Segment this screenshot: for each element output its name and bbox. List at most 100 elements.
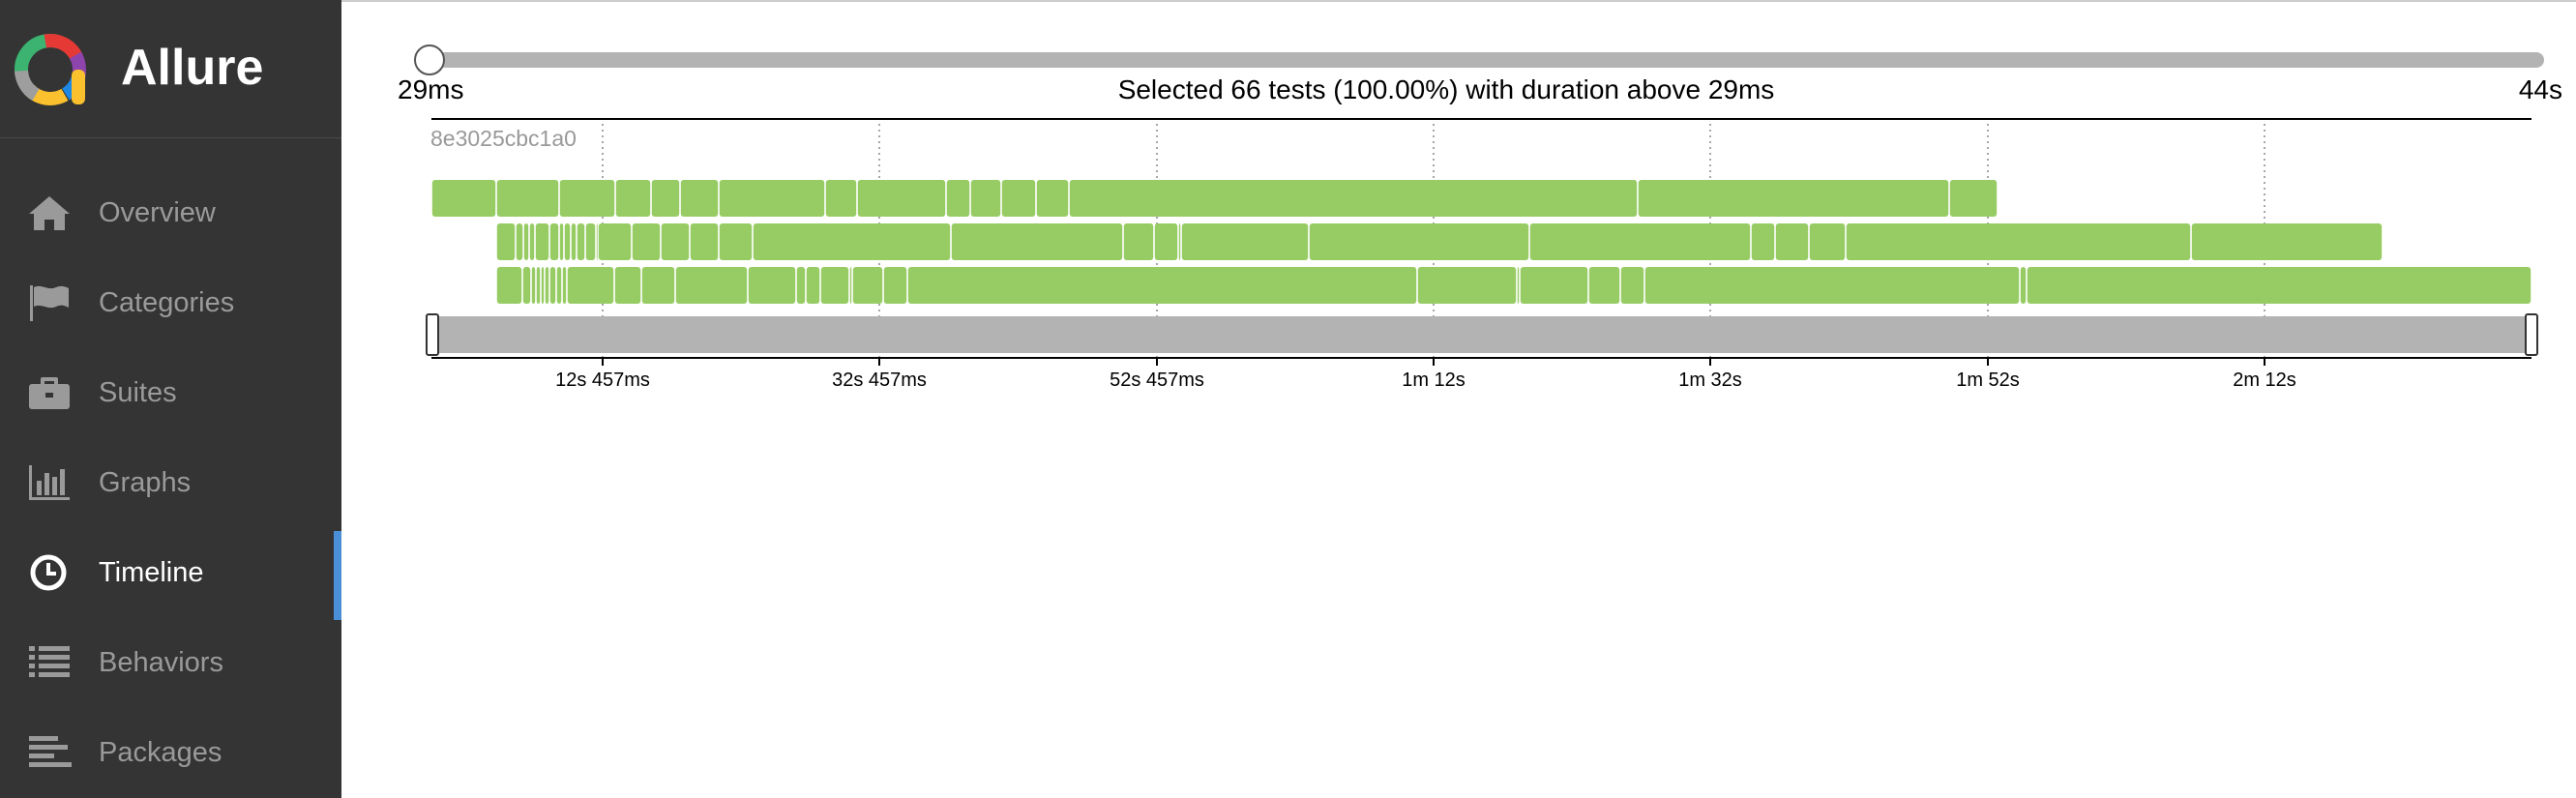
test-bar[interactable] — [719, 180, 825, 217]
range-brush[interactable] — [431, 316, 2532, 353]
test-bar[interactable] — [632, 223, 661, 260]
test-bar[interactable] — [571, 223, 577, 260]
test-bar[interactable] — [529, 223, 535, 260]
test-bar[interactable] — [857, 180, 946, 217]
test-bar[interactable] — [2027, 267, 2532, 304]
test-bar[interactable] — [549, 267, 556, 304]
test-bar[interactable] — [690, 223, 719, 260]
tick-label: 12s 457ms — [555, 369, 650, 391]
test-bar[interactable] — [1036, 180, 1069, 217]
sidebar-item-behaviors[interactable]: Behaviors — [0, 621, 341, 704]
home-icon — [29, 196, 70, 230]
test-bar[interactable] — [675, 267, 748, 304]
brand[interactable]: Allure — [0, 0, 341, 138]
test-bar[interactable] — [651, 180, 680, 217]
test-bar[interactable] — [559, 223, 564, 260]
sidebar-item-label: Timeline — [99, 557, 204, 588]
test-bar[interactable] — [753, 223, 951, 260]
test-bar[interactable] — [585, 223, 596, 260]
bar-chart-icon — [29, 465, 70, 500]
sidebar-item-timeline[interactable]: Timeline — [0, 531, 341, 620]
test-bar[interactable] — [1520, 267, 1588, 304]
test-bar[interactable] — [1529, 223, 1751, 260]
test-bar[interactable] — [661, 223, 690, 260]
briefcase-icon — [29, 377, 70, 409]
test-bar[interactable] — [567, 267, 614, 304]
sidebar-item-packages[interactable]: Packages — [0, 711, 341, 794]
test-bar[interactable] — [1417, 267, 1517, 304]
test-bar[interactable] — [883, 267, 907, 304]
test-bar[interactable] — [1775, 223, 1809, 260]
selection-summary: Selected 66 tests (100.00%) with duratio… — [1117, 74, 1775, 104]
test-bar[interactable] — [1644, 267, 2020, 304]
test-bar[interactable] — [796, 267, 806, 304]
test-bar[interactable] — [1588, 267, 1620, 304]
brush-right-handle[interactable] — [2525, 313, 2538, 356]
test-bar[interactable] — [719, 223, 753, 260]
test-bar[interactable] — [907, 267, 1417, 304]
sidebar-item-categories[interactable]: Categories — [0, 261, 341, 344]
test-bar[interactable] — [1751, 223, 1775, 260]
test-bar[interactable] — [946, 180, 970, 217]
test-bar[interactable] — [970, 180, 1001, 217]
test-bar[interactable] — [535, 223, 549, 260]
test-bar[interactable] — [1178, 223, 1181, 260]
test-bar[interactable] — [615, 180, 651, 217]
sidebar-item-overview[interactable]: Overview — [0, 171, 341, 254]
test-bar[interactable] — [849, 267, 852, 304]
sidebar: Allure Overview Categories Suites — [0, 0, 341, 798]
test-bar[interactable] — [1949, 180, 1998, 217]
test-bar[interactable] — [951, 223, 1123, 260]
test-bar[interactable] — [614, 267, 641, 304]
test-bar[interactable] — [559, 180, 615, 217]
test-bar[interactable] — [564, 223, 571, 260]
test-bar[interactable] — [531, 267, 536, 304]
duration-slider-track[interactable] — [429, 52, 2544, 68]
sidebar-item-graphs[interactable]: Graphs — [0, 441, 341, 524]
test-bar[interactable] — [523, 223, 529, 260]
test-bar[interactable] — [852, 267, 883, 304]
duration-slider-handle[interactable] — [414, 44, 445, 75]
brush-left-handle[interactable] — [426, 313, 439, 356]
test-bar[interactable] — [549, 223, 559, 260]
align-left-icon — [29, 736, 72, 767]
test-bar[interactable] — [2020, 267, 2027, 304]
test-bar[interactable] — [680, 180, 719, 217]
test-bar[interactable] — [1123, 223, 1154, 260]
test-bar[interactable] — [820, 267, 849, 304]
test-bar[interactable] — [1181, 223, 1309, 260]
test-bar[interactable] — [2191, 223, 2383, 260]
test-bar[interactable] — [748, 267, 796, 304]
timeline-chart — [426, 124, 2538, 366]
tick-label: 1m 12s — [1402, 369, 1466, 391]
test-bar[interactable] — [556, 267, 562, 304]
test-bar[interactable] — [541, 267, 545, 304]
test-bar[interactable] — [536, 267, 541, 304]
list-icon — [29, 646, 70, 677]
test-bar[interactable] — [1846, 223, 2191, 260]
test-bar[interactable] — [496, 180, 559, 217]
test-bar[interactable] — [596, 223, 598, 260]
sidebar-item-suites[interactable]: Suites — [0, 351, 341, 434]
test-bar[interactable] — [496, 223, 516, 260]
test-bar[interactable] — [598, 223, 632, 260]
test-bar[interactable] — [562, 267, 567, 304]
test-bar[interactable] — [1638, 180, 1949, 217]
test-bar[interactable] — [496, 267, 522, 304]
test-bar[interactable] — [516, 223, 523, 260]
test-bar[interactable] — [545, 267, 549, 304]
test-bar[interactable] — [1154, 223, 1178, 260]
test-bar[interactable] — [431, 180, 496, 217]
test-bar[interactable] — [1001, 180, 1036, 217]
test-bar[interactable] — [1620, 267, 1644, 304]
test-bar[interactable] — [806, 267, 820, 304]
test-bar[interactable] — [577, 223, 585, 260]
test-bar[interactable] — [825, 180, 857, 217]
test-bar[interactable] — [1309, 223, 1529, 260]
test-bar[interactable] — [522, 267, 531, 304]
test-bar[interactable] — [1809, 223, 1846, 260]
test-bar[interactable] — [641, 267, 675, 304]
sidebar-item-label: Suites — [99, 377, 177, 408]
test-bar[interactable] — [1069, 180, 1638, 217]
test-bar[interactable] — [1517, 267, 1520, 304]
